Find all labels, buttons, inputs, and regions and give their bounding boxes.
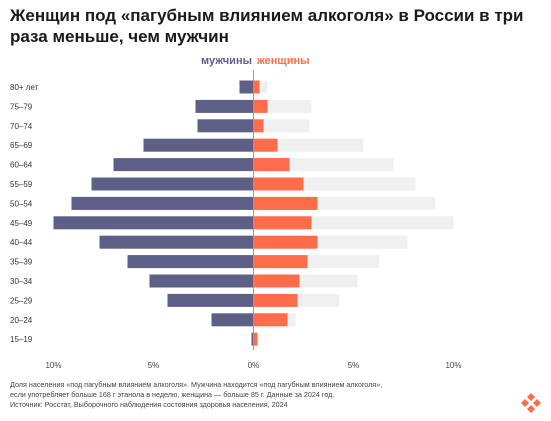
women-bar	[253, 313, 288, 327]
women-bar	[253, 332, 258, 346]
pyramid-chart: 80+ лет 75–79 70–74 65–69 60–64 55–59 50–54 45–…	[10, 70, 462, 370]
chart-title: Женщин под «пагубным влиянием алкоголя» …	[10, 6, 524, 46]
legend-women: женщины	[257, 55, 310, 67]
category-label: 50–54	[10, 199, 33, 208]
source-note: Источник: Росстат, Выборочного наблюдени…	[10, 400, 288, 409]
category-label: 40–44	[10, 238, 33, 247]
category-label: 25–29	[10, 296, 33, 305]
footnote-line-2: если употребляет больше 168 г этанола в …	[10, 390, 335, 399]
women-bar	[253, 196, 318, 210]
category-label: 70–74	[10, 122, 33, 131]
x-tick-label: 5%	[148, 361, 160, 370]
men-bar	[91, 177, 254, 191]
women-bar	[253, 158, 290, 172]
men-bar	[127, 255, 254, 269]
men-bar	[167, 293, 254, 307]
women-bar	[253, 274, 300, 288]
women-bar	[253, 119, 264, 133]
legend: мужчины женщины	[0, 55, 551, 69]
women-bar	[253, 235, 318, 249]
category-label: 65–69	[10, 141, 33, 150]
category-label: 55–59	[10, 180, 33, 189]
footnote-line-1: Доля населения «под пагубным влиянием ал…	[10, 380, 383, 389]
x-tick-label: 10%	[45, 361, 61, 370]
category-label: 30–34	[10, 277, 33, 286]
category-label: 60–64	[10, 161, 33, 170]
men-mirror-bar	[253, 99, 312, 113]
women-bar	[253, 138, 278, 152]
men-bar	[143, 138, 254, 152]
x-tick-label: 0%	[248, 361, 260, 370]
women-bar	[253, 99, 268, 113]
logo-icon	[521, 393, 541, 413]
men-mirror-bar	[253, 119, 310, 133]
category-label: 75–79	[10, 102, 33, 111]
category-label: 15–19	[10, 335, 33, 344]
men-bar	[53, 216, 254, 230]
category-label: 45–49	[10, 219, 33, 228]
men-mirror-bar	[253, 138, 364, 152]
men-bar	[197, 119, 254, 133]
men-bar	[211, 313, 254, 327]
men-bar	[113, 158, 254, 172]
footnote: Доля населения «под пагубным влиянием ал…	[10, 380, 480, 410]
category-label: 20–24	[10, 316, 33, 325]
legend-men: мужчины	[201, 55, 252, 67]
men-bar	[251, 332, 254, 346]
women-bar	[253, 80, 260, 94]
women-bar	[253, 255, 308, 269]
category-label: 80+ лет	[10, 83, 39, 92]
women-bar	[253, 293, 298, 307]
category-label: 35–39	[10, 258, 33, 267]
men-bar	[149, 274, 254, 288]
men-bar	[71, 196, 254, 210]
women-bar	[253, 216, 312, 230]
men-bar	[239, 80, 254, 94]
x-tick-label: 5%	[348, 361, 360, 370]
men-bar	[99, 235, 254, 249]
women-bar	[253, 177, 304, 191]
x-tick-label: 10%	[445, 361, 461, 370]
men-bar	[195, 99, 254, 113]
